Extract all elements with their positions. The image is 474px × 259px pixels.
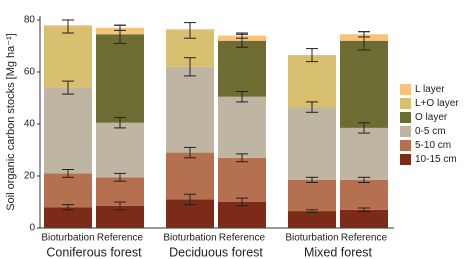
error-bar [62,204,74,211]
error-bar [184,146,196,159]
x-tick-label: Bioturbation [285,233,338,244]
legend-swatch [400,84,411,95]
y-tick-label: 80 [24,15,36,26]
y-tick-label: 60 [24,67,36,78]
bar-segment [340,127,388,180]
error-bar [358,122,370,134]
bar-segment [340,179,388,210]
legend-label: L layer [415,84,445,95]
error-bar [306,176,318,183]
bar-segment [218,40,266,97]
x-tick-label: Reference [97,233,144,244]
y-tick-label: 40 [24,119,36,130]
legend-swatch [400,154,411,165]
error-bar [114,172,126,182]
y-axis-label: Soil organic carbon stocks [Mg ha⁻¹] [5,33,17,211]
bar-segment [288,179,336,212]
bar-segment [44,173,92,208]
error-bar [358,31,370,38]
error-bar [62,19,74,34]
legend-label: L+O layer [415,98,459,109]
legend-label: O layer [415,112,448,123]
bar-segment [288,211,336,228]
x-tick-label: Bioturbation [163,233,216,244]
legend-swatch [400,126,411,137]
bar-segment [166,152,214,200]
legend-label: 5-10 cm [415,140,451,151]
legend-swatch [400,98,411,109]
error-bar [358,207,370,213]
bar-segment [288,55,336,108]
bar-segment [44,207,92,228]
bar-segment [96,205,144,228]
error-bar [114,24,126,31]
x-tick-label: Bioturbation [41,233,94,244]
bar-segment [96,34,144,123]
error-bar [114,201,126,211]
error-bar [62,80,74,95]
error-bar [306,209,318,213]
error-bar [306,101,318,113]
bar-segment [44,87,92,174]
bar-segment [340,209,388,228]
bar-segment [166,66,214,153]
group-label: Coniferous forest [46,245,142,259]
bar-segment [340,40,388,128]
error-bar [236,197,248,207]
error-bar [236,32,248,39]
error-bar [184,22,196,39]
legend-label: 0-5 cm [415,126,446,137]
x-tick-label: Reference [219,233,266,244]
bar-segment [218,96,266,158]
group-label: Deciduous forest [169,245,263,259]
error-bar [358,176,370,183]
error-bar [62,169,74,178]
bar-segment [44,26,92,88]
y-tick-label: 0 [29,223,35,234]
bar-segment [96,122,144,178]
error-bar [184,193,196,206]
y-tick-label: 20 [24,171,36,182]
legend-swatch [400,140,411,151]
group-label: Mixed forest [304,245,373,259]
bar-segment [288,107,336,180]
error-bar [306,48,318,63]
error-bar [184,57,196,77]
bar-segment [218,157,266,202]
error-bar [114,117,126,129]
error-bar [236,91,248,103]
x-tick-label: Reference [341,233,388,244]
bar-segment [96,177,144,206]
legend-swatch [400,112,411,123]
error-bar [236,153,248,163]
legend-label: 10-15 cm [415,154,457,165]
